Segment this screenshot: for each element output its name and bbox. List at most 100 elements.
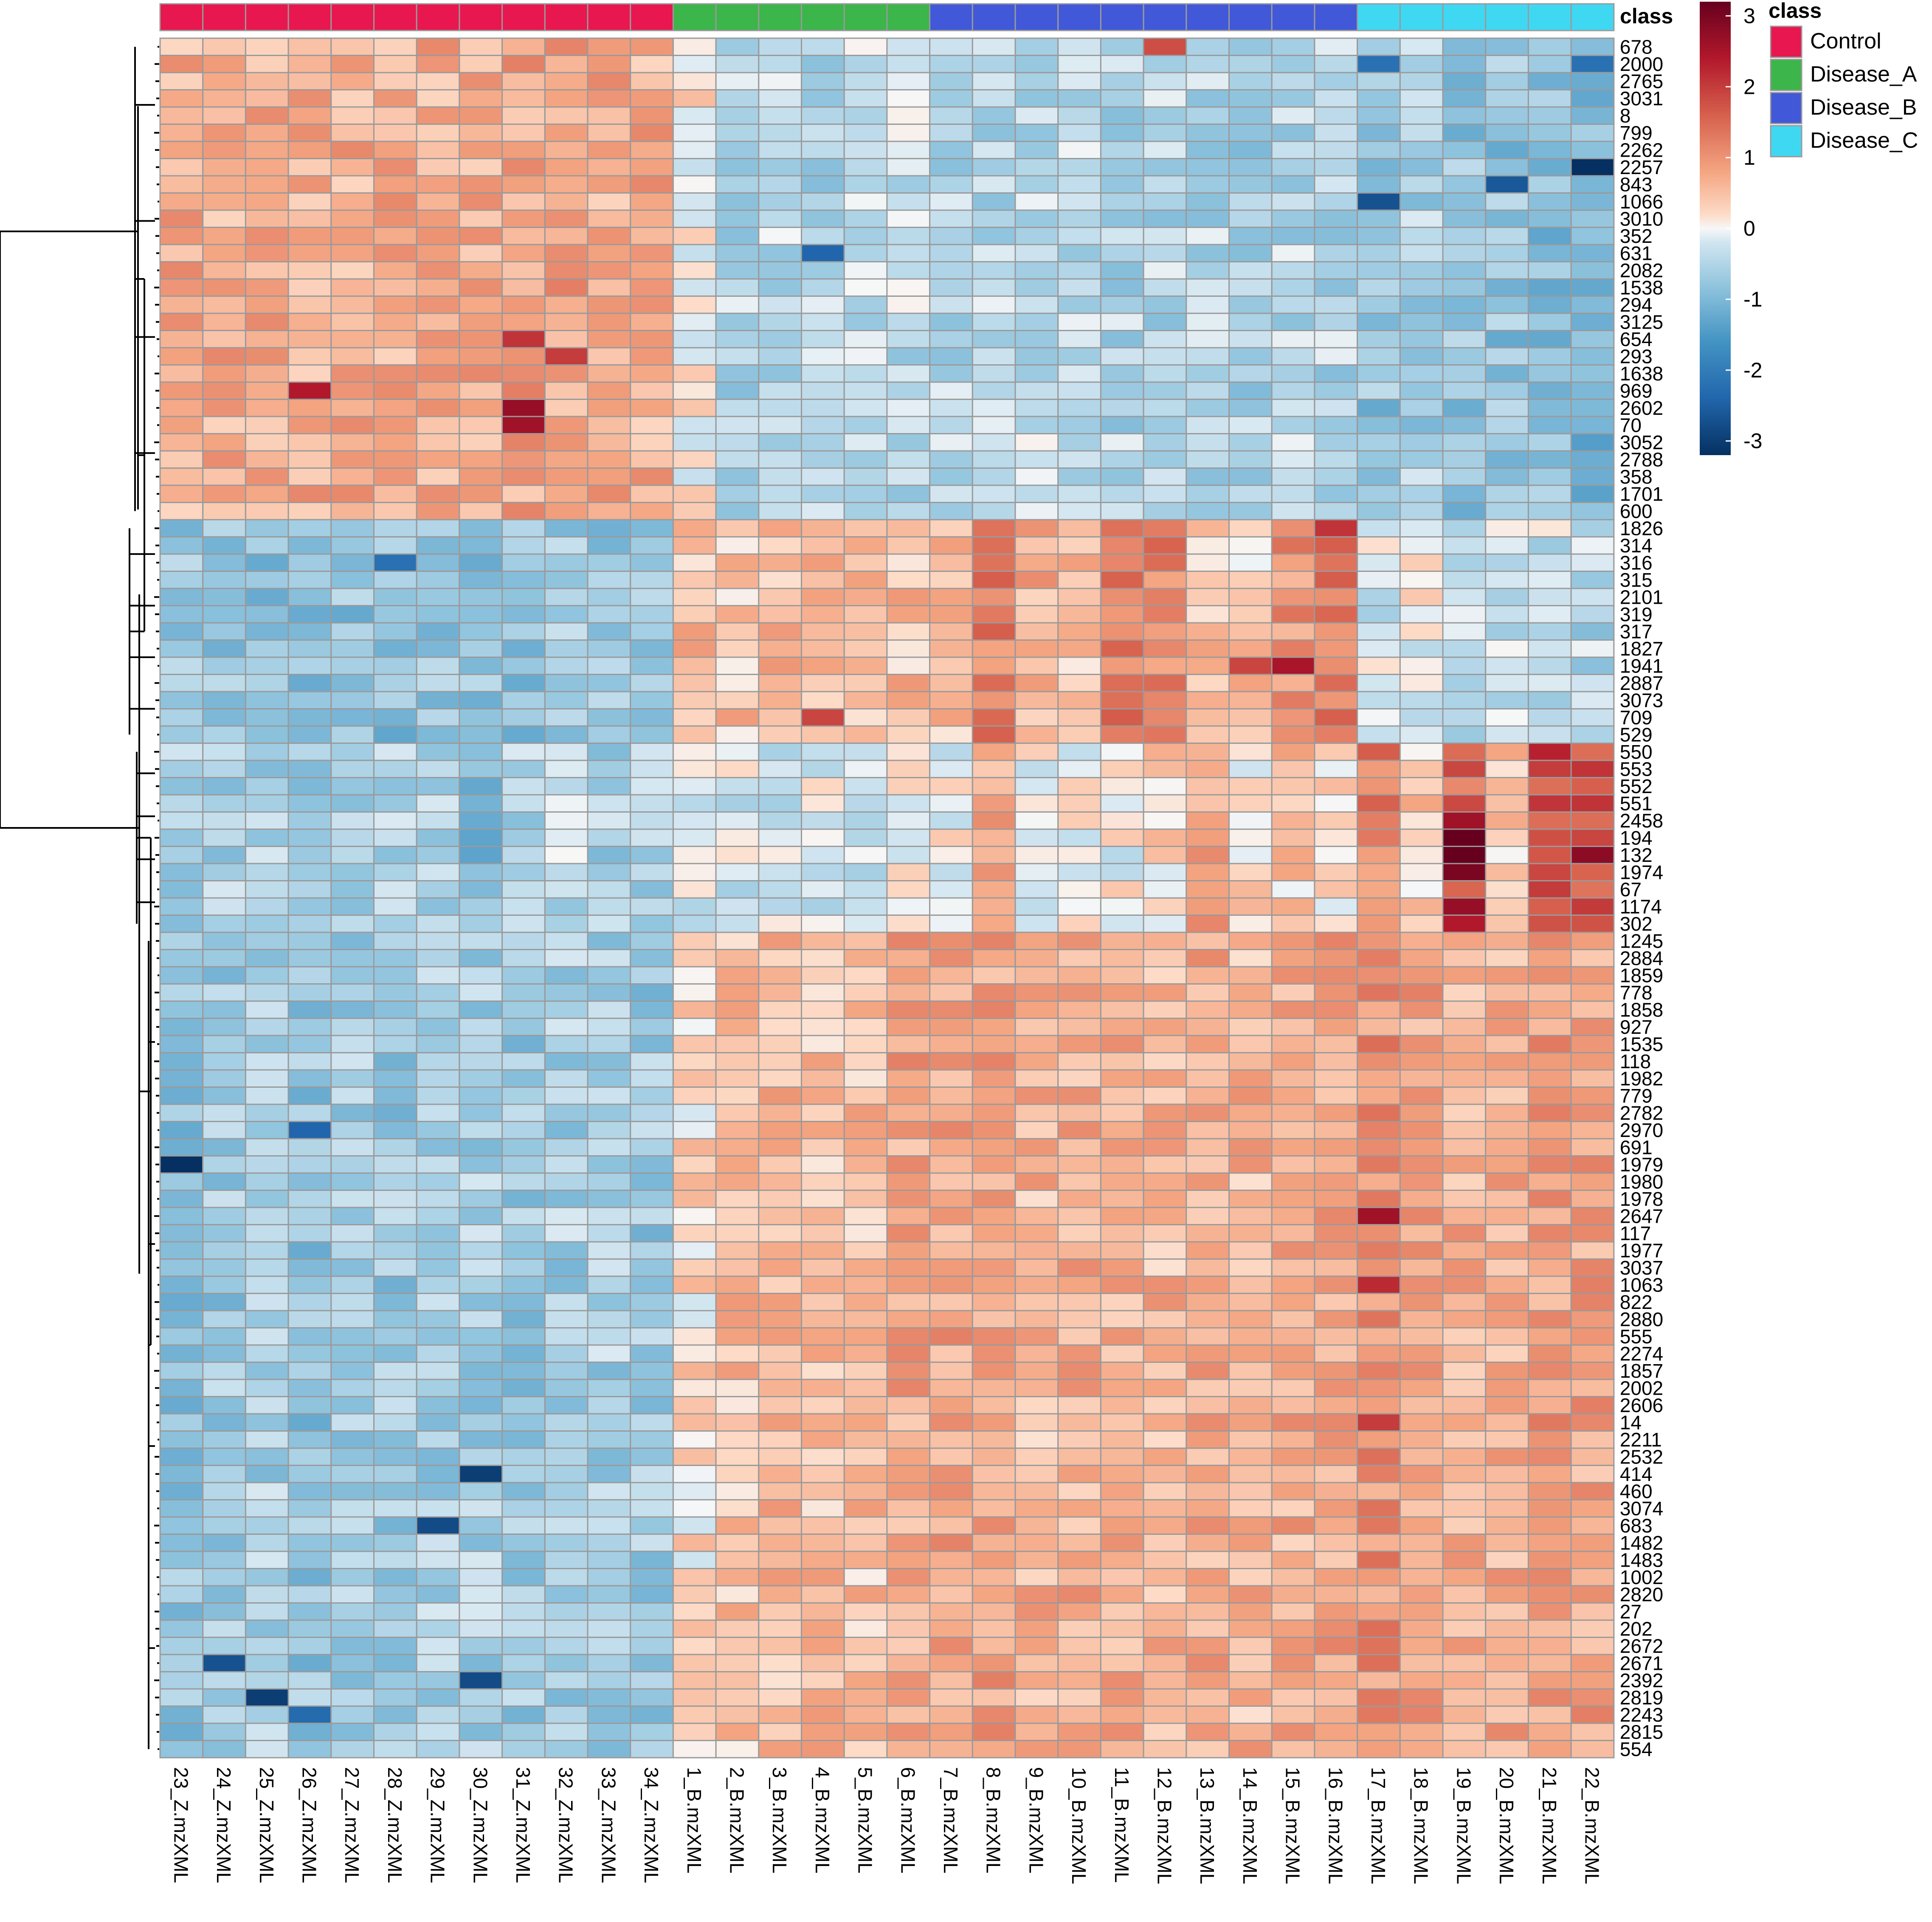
heatmap-cell bbox=[1399, 1018, 1444, 1036]
heatmap-cell bbox=[330, 1310, 375, 1328]
heatmap-cell bbox=[459, 141, 503, 159]
heatmap-cell bbox=[1186, 966, 1230, 985]
heatmap-cell bbox=[801, 983, 845, 1002]
heatmap-cell bbox=[1399, 743, 1444, 761]
heatmap-cell bbox=[287, 571, 332, 589]
heatmap-cell bbox=[459, 674, 503, 692]
heatmap-cell bbox=[1057, 983, 1101, 1002]
heatmap-cell bbox=[373, 1362, 417, 1380]
heatmap-cell bbox=[1485, 106, 1529, 125]
heatmap-cell bbox=[501, 1516, 546, 1535]
heatmap-cell bbox=[1485, 1740, 1529, 1759]
heatmap-cell bbox=[1057, 794, 1101, 813]
heatmap-cell bbox=[843, 72, 888, 90]
heatmap-cell bbox=[1357, 347, 1401, 366]
heatmap-cell bbox=[373, 983, 417, 1002]
heatmap-cell bbox=[630, 725, 674, 744]
heatmap-cell bbox=[886, 1052, 931, 1071]
heatmap-cell bbox=[1143, 743, 1187, 761]
heatmap-cell bbox=[159, 1362, 204, 1380]
heatmap-cell bbox=[1485, 502, 1529, 521]
heatmap-cell bbox=[1399, 192, 1444, 211]
column-label: 24_Z.mzXML bbox=[213, 1767, 235, 1883]
heatmap-cell bbox=[1186, 725, 1230, 744]
heatmap-cell bbox=[159, 227, 204, 245]
row-label: 3031 bbox=[1620, 87, 1663, 110]
heatmap-cell bbox=[1527, 1430, 1572, 1449]
heatmap-cell bbox=[1014, 261, 1059, 280]
heatmap-cell bbox=[886, 1069, 931, 1088]
heatmap-cell bbox=[501, 1103, 546, 1122]
heatmap-cell bbox=[1314, 553, 1358, 572]
heatmap-cell bbox=[459, 983, 503, 1002]
heatmap-cell bbox=[416, 588, 460, 606]
heatmap-cell bbox=[159, 743, 204, 761]
heatmap-cell bbox=[630, 1258, 674, 1277]
heatmap-cell bbox=[630, 915, 674, 933]
heatmap-cell bbox=[1399, 381, 1444, 400]
column-label: 19_B.mzXML bbox=[1453, 1767, 1475, 1884]
heatmap-cell bbox=[416, 915, 460, 933]
heatmap-cell bbox=[1228, 674, 1273, 692]
heatmap-cell bbox=[416, 1018, 460, 1036]
legend-swatch bbox=[1770, 25, 1802, 58]
heatmap-cell bbox=[287, 1465, 332, 1483]
heatmap-cell bbox=[330, 1722, 375, 1741]
heatmap-cell bbox=[330, 175, 375, 194]
row-label: 2602 bbox=[1620, 397, 1663, 419]
heatmap-cell bbox=[1527, 966, 1572, 985]
heatmap-cell bbox=[501, 209, 546, 228]
heatmap-cell bbox=[544, 863, 589, 881]
heatmap-cell bbox=[245, 1705, 289, 1724]
heatmap-cell bbox=[245, 828, 289, 847]
heatmap-cell bbox=[1100, 1465, 1144, 1483]
heatmap-cell bbox=[245, 1327, 289, 1346]
heatmap-cell bbox=[202, 158, 246, 177]
heatmap-cell bbox=[1014, 227, 1059, 245]
heatmap-cell bbox=[1314, 588, 1358, 606]
heatmap-cell bbox=[287, 1362, 332, 1380]
row-label: 2243 bbox=[1620, 1704, 1663, 1726]
heatmap-cell bbox=[159, 519, 204, 537]
heatmap-cell bbox=[245, 227, 289, 245]
heatmap-cell bbox=[373, 1310, 417, 1328]
heatmap-cell bbox=[1442, 295, 1487, 314]
heatmap-cell bbox=[1186, 1430, 1230, 1449]
heatmap-cell bbox=[1271, 1344, 1315, 1363]
heatmap-cell bbox=[801, 1516, 845, 1535]
heatmap-cell bbox=[1100, 295, 1144, 314]
heatmap-cell bbox=[1143, 1121, 1187, 1140]
heatmap-cell bbox=[758, 1619, 803, 1638]
heatmap-cell bbox=[1485, 141, 1529, 159]
heatmap-cell bbox=[886, 863, 931, 881]
row-label: 1482 bbox=[1620, 1532, 1663, 1554]
heatmap-cell bbox=[501, 399, 546, 417]
heatmap-cell bbox=[1527, 1722, 1572, 1741]
heatmap-cell bbox=[1186, 192, 1230, 211]
heatmap-cell bbox=[330, 1637, 375, 1655]
column-label: 12_B.mzXML bbox=[1153, 1767, 1175, 1884]
heatmap-cell bbox=[1100, 708, 1144, 727]
heatmap-cell bbox=[1527, 1482, 1572, 1500]
heatmap-cell bbox=[1570, 1327, 1615, 1346]
heatmap-cell bbox=[245, 330, 289, 349]
heatmap-cell bbox=[245, 1671, 289, 1690]
heatmap-cell bbox=[459, 1413, 503, 1432]
heatmap-cell bbox=[1314, 1499, 1358, 1518]
heatmap-cell bbox=[202, 433, 246, 452]
heatmap-cell bbox=[1057, 295, 1101, 314]
heatmap-cell bbox=[1527, 1413, 1572, 1432]
heatmap-cell bbox=[1143, 347, 1187, 366]
heatmap-cell bbox=[1271, 106, 1315, 125]
heatmap-cell bbox=[1485, 399, 1529, 417]
heatmap-cell bbox=[587, 1637, 631, 1655]
row-label: 1980 bbox=[1620, 1171, 1663, 1193]
heatmap-cell bbox=[1271, 1430, 1315, 1449]
heatmap-cell bbox=[929, 1413, 973, 1432]
row-label: 1638 bbox=[1620, 363, 1663, 385]
heatmap-cell bbox=[1485, 1516, 1529, 1535]
heatmap-cell bbox=[1399, 1654, 1444, 1672]
heatmap-cell bbox=[1228, 536, 1273, 555]
heatmap-cell bbox=[373, 192, 417, 211]
